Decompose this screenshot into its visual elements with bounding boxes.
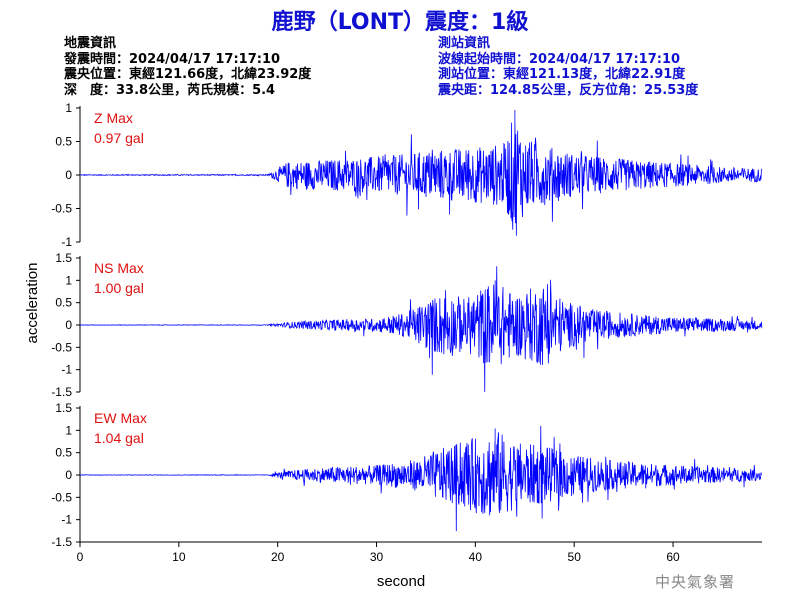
y-tick-label: 1.5: [55, 401, 72, 415]
y-tick-label: 0.5: [55, 296, 72, 310]
x-tick-label: 40: [469, 550, 483, 564]
y-tick-label: -1: [61, 363, 72, 377]
origin-time: 發震時間：2024/04/17 17:17:10: [64, 51, 281, 67]
y-tick-label: 0: [65, 468, 72, 482]
y-tick-label: -1: [61, 513, 72, 527]
station-info-heading: 測站資訊: [438, 36, 491, 51]
max-label-ew: EW Max: [94, 410, 147, 426]
x-tick-label: 10: [172, 550, 186, 564]
y-tick-label: 1: [65, 423, 72, 437]
epicenter-location: 震央位置：東經121.66度，北緯23.92度: [64, 67, 312, 82]
x-tick-label: 60: [666, 550, 680, 564]
earthquake-info: 地震資訊 發震時間：2024/04/17 17:17:10 震央位置：東經121…: [64, 36, 311, 98]
y-tick-label: 0: [65, 168, 72, 182]
max-label-z: Z Max: [94, 110, 133, 126]
y-tick-label: 0: [65, 318, 72, 332]
station-location: 測站位置：東經121.13度，北緯22.91度: [438, 67, 686, 82]
max-value-ew: 1.04 gal: [94, 430, 144, 446]
waveform-ew: [79, 425, 763, 532]
y-tick-label: -1: [61, 235, 72, 249]
y-tick-label: -0.5: [51, 340, 72, 354]
depth-magnitude: 深 度：33.8公里，芮氏規模：5.4: [64, 82, 276, 98]
epicentral-distance: 震央距：124.85公里，反方位角：25.53度: [438, 82, 699, 98]
waveform-ns: [79, 266, 763, 392]
y-tick-label: 1: [65, 101, 72, 115]
max-value-z: 0.97 gal: [94, 130, 144, 146]
y-tick-label: -0.5: [51, 490, 72, 504]
station-info: 測站資訊 波線起始時間：2024/04/17 17:17:10 測站位置：東經1…: [438, 36, 698, 98]
page-title: 鹿野（LONT）震度：1級: [271, 10, 529, 35]
x-tick-label: 20: [271, 550, 285, 564]
y-tick-label: 1.5: [55, 251, 72, 265]
x-tick-label: 0: [77, 550, 84, 564]
y-tick-label: 1: [65, 273, 72, 287]
y-axis-label: acceleration: [24, 263, 41, 344]
waveform-z: [79, 110, 763, 236]
earthquake-info-heading: 地震資訊: [64, 36, 117, 51]
x-tick-label: 50: [568, 550, 582, 564]
y-tick-label: -0.5: [51, 202, 72, 216]
x-tick-label: 30: [370, 550, 384, 564]
max-label-ns: NS Max: [94, 260, 144, 276]
max-value-ns: 1.00 gal: [94, 280, 144, 296]
waveform-start-time: 波線起始時間：2024/04/17 17:17:10: [438, 51, 681, 67]
x-axis-label: second: [377, 573, 425, 590]
agency-watermark: 中央氣象署: [655, 573, 736, 591]
y-tick-label: 0.5: [55, 135, 72, 149]
y-tick-label: -1.5: [51, 385, 72, 399]
y-tick-label: 0.5: [55, 446, 72, 460]
y-tick-label: -1.5: [51, 535, 72, 549]
